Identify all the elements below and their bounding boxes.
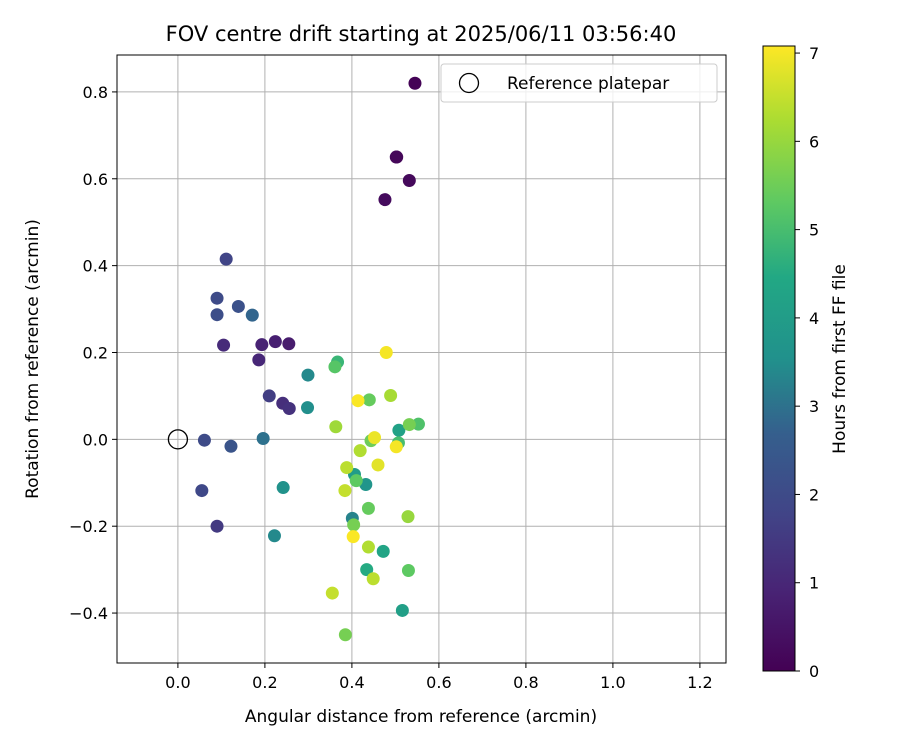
data-point xyxy=(217,338,231,352)
data-point xyxy=(282,337,296,351)
data-point xyxy=(276,481,290,495)
colorbar-tick-label: 3 xyxy=(809,397,819,416)
x-tick-label: 0.4 xyxy=(339,673,364,692)
legend-box xyxy=(440,63,718,103)
data-point xyxy=(282,402,296,416)
data-point xyxy=(224,439,238,453)
data-point xyxy=(219,252,233,266)
colorbar-tick-label: 6 xyxy=(809,132,819,151)
plot-frame xyxy=(116,54,727,664)
reference-platepar-marker xyxy=(167,429,189,450)
x-tick-label: 0.0 xyxy=(165,673,190,692)
data-point xyxy=(392,423,406,437)
x-tick-label: 0.2 xyxy=(252,673,277,692)
y-tick-label: 0.2 xyxy=(83,343,108,362)
x-axis-ticks: 0.0 0.2 0.4 0.6 0.8 1.0 1.2 xyxy=(165,663,713,692)
data-point xyxy=(366,572,380,586)
y-tick-label: 0.4 xyxy=(83,257,108,276)
data-point xyxy=(353,444,367,458)
colorbar-tick-label: 1 xyxy=(809,574,819,593)
data-point xyxy=(361,501,375,515)
y-tick-label: 0.0 xyxy=(83,430,108,449)
x-tick-label: 0.8 xyxy=(513,673,538,692)
data-point xyxy=(340,461,354,475)
data-point xyxy=(401,510,415,524)
data-point xyxy=(384,388,398,402)
data-points xyxy=(195,76,425,642)
data-point xyxy=(267,529,281,543)
colorbar-gradient xyxy=(762,45,796,672)
data-point xyxy=(210,519,224,533)
x-tick-label: 1.2 xyxy=(687,673,712,692)
data-point xyxy=(402,418,416,432)
data-point xyxy=(231,299,245,313)
x-axis-label: Angular distance from reference (arcmin) xyxy=(245,707,597,727)
x-tick-label: 1.0 xyxy=(600,673,625,692)
data-point xyxy=(301,401,315,415)
data-point xyxy=(401,563,415,577)
data-point xyxy=(371,458,385,472)
colorbar-tick-label: 0 xyxy=(809,662,819,681)
data-point xyxy=(262,389,276,403)
data-point xyxy=(379,345,393,359)
colorbar: 0 1 2 3 4 5 6 7 Hours from first FF file xyxy=(762,44,850,681)
colorbar-tick-label: 5 xyxy=(809,221,819,240)
data-point xyxy=(395,603,409,617)
data-point xyxy=(210,308,224,322)
data-point xyxy=(361,540,375,554)
data-point xyxy=(390,150,404,164)
legend-entry: Reference platepar xyxy=(507,74,669,94)
data-point xyxy=(360,563,374,577)
data-point xyxy=(338,628,352,642)
data-point xyxy=(210,291,224,305)
data-point xyxy=(338,484,352,498)
legend-reference-marker-icon xyxy=(458,72,480,94)
y-tick-label: −0.2 xyxy=(69,517,108,536)
colorbar-tick-label: 4 xyxy=(809,309,819,328)
data-point xyxy=(389,440,403,454)
colorbar-ticks: 0 1 2 3 4 5 6 7 xyxy=(795,44,819,681)
chart-title: FOV centre drift starting at 2025/06/11 … xyxy=(166,22,677,46)
data-point xyxy=(378,193,392,207)
data-point xyxy=(301,368,315,382)
colorbar-tick-label: 7 xyxy=(809,44,819,63)
data-point xyxy=(368,431,382,445)
data-point xyxy=(346,530,360,544)
data-point xyxy=(195,484,209,498)
data-point xyxy=(255,338,269,352)
data-point xyxy=(268,335,282,349)
data-point xyxy=(347,518,361,532)
data-point xyxy=(197,433,211,447)
data-point xyxy=(256,431,270,445)
data-point xyxy=(411,417,425,431)
data-point xyxy=(328,360,342,374)
colorbar-label: Hours from first FF file xyxy=(830,264,850,454)
y-axis-ticks: −0.4 −0.2 0.0 0.2 0.4 0.6 0.8 xyxy=(69,83,117,623)
x-tick-label: 0.6 xyxy=(426,673,451,692)
data-point xyxy=(376,544,390,558)
y-tick-label: 0.8 xyxy=(83,83,108,102)
data-point xyxy=(329,420,343,434)
data-point xyxy=(349,474,363,488)
data-point xyxy=(245,308,259,322)
y-tick-label: −0.4 xyxy=(69,604,108,623)
grid-lines xyxy=(117,55,726,663)
colorbar-tick-label: 2 xyxy=(809,485,819,504)
reference-marker-layer xyxy=(167,429,189,450)
data-point xyxy=(408,76,422,90)
y-tick-label: 0.6 xyxy=(83,170,108,189)
legend: Reference platepar xyxy=(440,63,718,103)
data-point xyxy=(362,393,376,407)
data-point xyxy=(252,353,266,367)
y-axis-label: Rotation from reference (arcmin) xyxy=(23,219,43,499)
data-point xyxy=(325,586,339,600)
data-point xyxy=(351,394,365,408)
data-point xyxy=(402,174,416,188)
